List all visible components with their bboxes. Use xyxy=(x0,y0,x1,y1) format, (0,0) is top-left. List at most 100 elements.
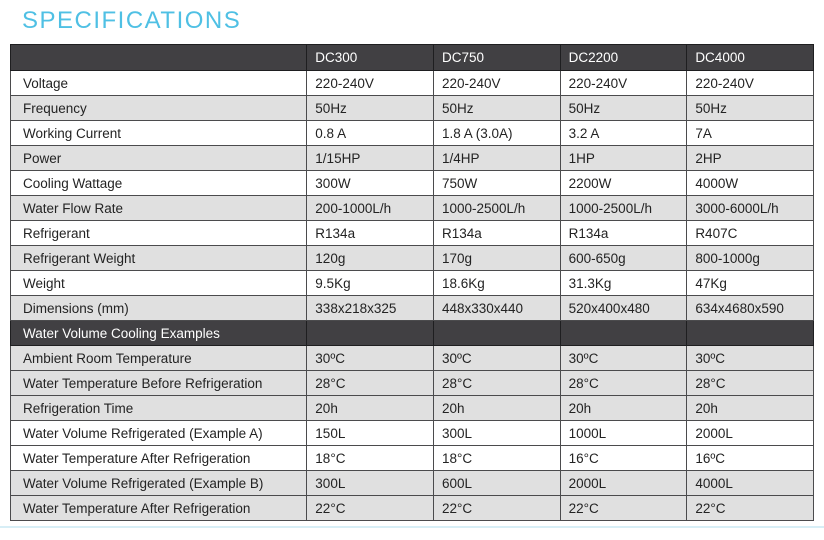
cell-value: 170g xyxy=(432,245,561,271)
section-header-label: Water Volume Cooling Examples xyxy=(9,320,308,346)
cell-value: 22°C xyxy=(432,495,561,521)
cell-value: 20h xyxy=(559,395,688,421)
cell-value: 1HP xyxy=(559,145,688,171)
cell-value: 47Kg xyxy=(686,270,814,296)
cell-value: 4000L xyxy=(686,470,814,496)
cell-value: 50Hz xyxy=(432,95,561,121)
cell-value: 600L xyxy=(432,470,561,496)
row-label: Refrigerant Weight xyxy=(9,245,308,271)
cell-value: 22°C xyxy=(686,495,814,521)
cell-value: 1/15HP xyxy=(306,145,434,171)
section-header-cell xyxy=(559,320,688,346)
cell-value: 2HP xyxy=(686,145,814,171)
table-row: Refrigerant R134a R134a R134a R407C xyxy=(9,220,814,246)
cell-value: 2200W xyxy=(559,170,688,196)
model-column-header: DC750 xyxy=(432,44,561,71)
table-row: Water Temperature Before Refrigeration 28… xyxy=(9,370,814,396)
bottom-rule xyxy=(0,526,824,528)
cell-value: 18°C xyxy=(306,445,434,471)
cell-value: 520x400x480 xyxy=(559,295,688,321)
table-row: Water Temperature After Refrigeration 22°… xyxy=(9,495,814,521)
section-header-row: Water Volume Cooling Examples xyxy=(9,320,814,346)
cell-value: 220-240V xyxy=(306,70,434,96)
cell-value: 16°C xyxy=(559,445,688,471)
cell-value: 750W xyxy=(432,170,561,196)
row-label: Weight xyxy=(9,270,308,296)
cell-value: 338x218x325 xyxy=(306,295,434,321)
cell-value: 50Hz xyxy=(559,95,688,121)
cell-value: 30ºC xyxy=(559,345,688,371)
table-row: Water Volume Refrigerated (Example A) 150… xyxy=(9,420,814,446)
table-row: Power 1/15HP 1/4HP 1HP 2HP xyxy=(9,145,814,171)
cell-value: 50Hz xyxy=(306,95,434,121)
model-column-header: DC300 xyxy=(306,44,434,71)
specifications-table: DC300 DC750 DC2200 DC4000 Voltage 220-240V 22… xyxy=(9,44,814,521)
cell-value: 4000W xyxy=(686,170,814,196)
table-row: Ambient Room Temperature 30ºC 30ºC 30ºC 30ºC xyxy=(9,345,814,371)
row-label: Water Volume Refrigerated (Example A) xyxy=(9,420,308,446)
row-label: Ambient Room Temperature xyxy=(9,345,308,371)
cell-value: 120g xyxy=(306,245,434,271)
row-label: Cooling Wattage xyxy=(9,170,308,196)
table-row: Water Flow Rate 200-1000L/h 1000-2500L/h 10… xyxy=(9,195,814,221)
section-header-cell xyxy=(686,320,814,346)
cell-value: 20h xyxy=(306,395,434,421)
cell-value: 30ºC xyxy=(306,345,434,371)
cell-value: 3.2 A xyxy=(559,120,688,146)
cell-value: R407C xyxy=(686,220,814,246)
table-row: Voltage 220-240V 220-240V 220-240V 220-240V xyxy=(9,70,814,96)
table-head: DC300 DC750 DC2200 DC4000 xyxy=(9,44,814,71)
cell-value: 150L xyxy=(306,420,434,446)
cell-value: 0.8 A xyxy=(306,120,434,146)
cell-value: 28°C xyxy=(559,370,688,396)
cell-value: 7A xyxy=(686,120,814,146)
section-header-cell xyxy=(306,320,434,346)
cell-value: 2000L xyxy=(686,420,814,446)
row-label: Water Volume Refrigerated (Example B) xyxy=(9,470,308,496)
section-header-cell xyxy=(432,320,561,346)
table-body: Voltage 220-240V 220-240V 220-240V 220-240V F… xyxy=(9,70,814,521)
cell-value: 300L xyxy=(306,470,434,496)
table-row: Working Current 0.8 A 1.8 A (3.0A) 3.2 A 7A xyxy=(9,120,814,146)
row-label: Working Current xyxy=(9,120,308,146)
cell-value: 2000L xyxy=(559,470,688,496)
table-header-row: DC300 DC750 DC2200 DC4000 xyxy=(9,44,814,71)
row-label: Water Temperature After Refrigeration xyxy=(9,495,308,521)
cell-value: 600-650g xyxy=(559,245,688,271)
table-row: Cooling Wattage 300W 750W 2200W 4000W xyxy=(9,170,814,196)
row-label: Water Flow Rate xyxy=(9,195,308,221)
cell-value: 50Hz xyxy=(686,95,814,121)
cell-value: 634x4680x590 xyxy=(686,295,814,321)
cell-value: 9.5Kg xyxy=(306,270,434,296)
row-label: Refrigeration Time xyxy=(9,395,308,421)
table-row: Water Volume Refrigerated (Example B) 300… xyxy=(9,470,814,496)
table-row: Refrigerant Weight 120g 170g 600-650g 800-10… xyxy=(9,245,814,271)
cell-value: 1000-2500L/h xyxy=(559,195,688,221)
cell-value: 200-1000L/h xyxy=(306,195,434,221)
cell-value: 800-1000g xyxy=(686,245,814,271)
row-label: Refrigerant xyxy=(9,220,308,246)
cell-value: 220-240V xyxy=(559,70,688,96)
cell-value: 448x330x440 xyxy=(432,295,561,321)
cell-value: 1.8 A (3.0A) xyxy=(432,120,561,146)
cell-value: 18.6Kg xyxy=(432,270,561,296)
cell-value: R134a xyxy=(432,220,561,246)
table-row: Water Temperature After Refrigeration 18°… xyxy=(9,445,814,471)
cell-value: 22°C xyxy=(306,495,434,521)
spec-name-column-header xyxy=(9,44,308,71)
table-row: Dimensions (mm) 338x218x325 448x330x440 520… xyxy=(9,295,814,321)
cell-value: 28°C xyxy=(306,370,434,396)
cell-value: 1/4HP xyxy=(432,145,561,171)
cell-value: 30ºC xyxy=(686,345,814,371)
row-label: Power xyxy=(9,145,308,171)
cell-value: 220-240V xyxy=(432,70,561,96)
row-label: Frequency xyxy=(9,95,308,121)
cell-value: 28°C xyxy=(432,370,561,396)
table-row: Weight 9.5Kg 18.6Kg 31.3Kg 47Kg xyxy=(9,270,814,296)
cell-value: 30ºC xyxy=(432,345,561,371)
table-row: Frequency 50Hz 50Hz 50Hz 50Hz xyxy=(9,95,814,121)
cell-value: 1000-2500L/h xyxy=(432,195,561,221)
cell-value: R134a xyxy=(559,220,688,246)
model-column-header: DC4000 xyxy=(686,44,814,71)
cell-value: 18°C xyxy=(432,445,561,471)
